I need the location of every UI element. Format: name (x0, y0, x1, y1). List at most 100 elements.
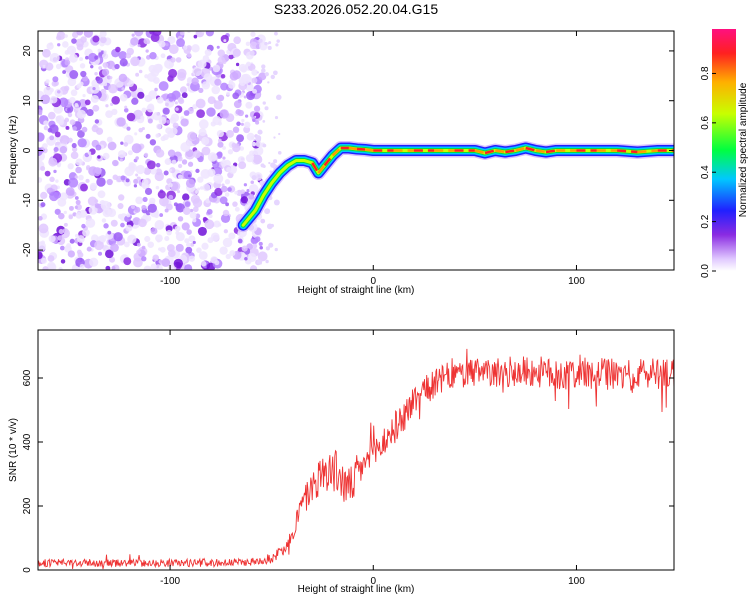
noise-blob (199, 128, 207, 136)
noise-blob (141, 108, 146, 113)
noise-blob (186, 179, 195, 188)
noise-blob (92, 36, 99, 43)
noise-blob (234, 100, 242, 108)
noise-blob (234, 191, 238, 195)
noise-blob (112, 160, 118, 166)
noise-blob (40, 192, 47, 199)
noise-blob (67, 108, 71, 112)
noise-blob (271, 224, 274, 227)
noise-blob (96, 77, 103, 84)
noise-blob (64, 223, 68, 227)
noise-blob (131, 205, 135, 209)
noise-blob (98, 190, 106, 198)
noise-blob (276, 95, 282, 101)
noise-blob (128, 150, 133, 155)
bottom-x-tick-label: -100 (160, 576, 180, 587)
noise-blob (121, 175, 126, 180)
noise-blob (250, 265, 257, 272)
noise-blob (75, 167, 82, 174)
noise-blob (36, 177, 42, 183)
noise-blob (108, 84, 118, 94)
noise-blob (35, 132, 44, 141)
noise-blob (75, 206, 78, 209)
noise-blob (86, 109, 93, 116)
ridge-peak (536, 151, 546, 152)
noise-blob (183, 45, 187, 49)
noise-blob (223, 210, 229, 216)
ridge-peak (546, 151, 556, 152)
noise-blob (107, 179, 113, 185)
ridge-peak (495, 151, 505, 152)
noise-blob (56, 35, 61, 40)
noise-blob (217, 180, 221, 184)
noise-blob (252, 118, 255, 121)
noise-blob (244, 183, 247, 186)
noise-blob (43, 120, 48, 125)
noise-blob (184, 110, 190, 116)
noise-blob (214, 100, 217, 103)
colorbar-tick-label: 0.6 (700, 115, 711, 129)
noise-blob (41, 258, 47, 264)
noise-blob (91, 95, 99, 103)
noise-blob (78, 175, 84, 181)
noise-blob (57, 163, 61, 167)
noise-blob (159, 41, 166, 48)
noise-blob (244, 122, 250, 128)
noise-blob (188, 162, 193, 167)
noise-blob (202, 139, 206, 143)
noise-blob (223, 39, 226, 42)
noise-blob (168, 195, 173, 200)
noise-blob (156, 186, 160, 190)
noise-blob (275, 116, 278, 119)
ridge-green (243, 148, 674, 225)
noise-blob (165, 127, 172, 134)
noise-blob (250, 32, 255, 37)
noise-blob (105, 104, 108, 107)
noise-blob (278, 151, 282, 155)
noise-blob (169, 44, 179, 54)
noise-blob (58, 267, 62, 271)
noise-blob (178, 216, 183, 221)
noise-blob (155, 134, 159, 138)
noise-blob (95, 119, 99, 123)
bottom-y-tick-label: 200 (22, 497, 33, 514)
noise-blob (259, 246, 263, 250)
noise-blob (233, 49, 241, 57)
noise-blob (72, 143, 77, 148)
noise-blob (121, 87, 124, 90)
noise-blob (263, 101, 266, 104)
noise-blob (87, 247, 92, 252)
noise-blob (132, 33, 135, 36)
noise-blob (114, 232, 123, 241)
ridge-peak (365, 150, 373, 151)
colorbar-tick-label: 0.0 (700, 264, 711, 278)
noise-blob (166, 120, 170, 124)
noise-blob (54, 147, 59, 152)
noise-blob (77, 235, 85, 243)
noise-blob (138, 128, 143, 133)
noise-blob (69, 97, 75, 103)
noise-blob (218, 95, 224, 101)
noise-blob (76, 200, 81, 205)
noise-blob (60, 246, 65, 251)
noise-blob (217, 142, 223, 148)
noise-blob (263, 144, 267, 148)
noise-blob (124, 106, 127, 109)
noise-blob (55, 132, 61, 138)
noise-blob (180, 86, 187, 93)
noise-blob (137, 92, 144, 99)
noise-blob (164, 171, 169, 176)
noise-blob (222, 156, 225, 159)
noise-blob (182, 193, 189, 200)
noise-blob (63, 138, 67, 142)
noise-blob (78, 138, 87, 147)
noise-blob (68, 215, 73, 220)
noise-blob (95, 203, 100, 208)
noise-blob (118, 214, 123, 219)
noise-blob (135, 173, 138, 176)
noise-blob (161, 258, 170, 267)
noise-blob (66, 126, 70, 130)
noise-blob (148, 204, 157, 213)
noise-blob (221, 74, 226, 79)
